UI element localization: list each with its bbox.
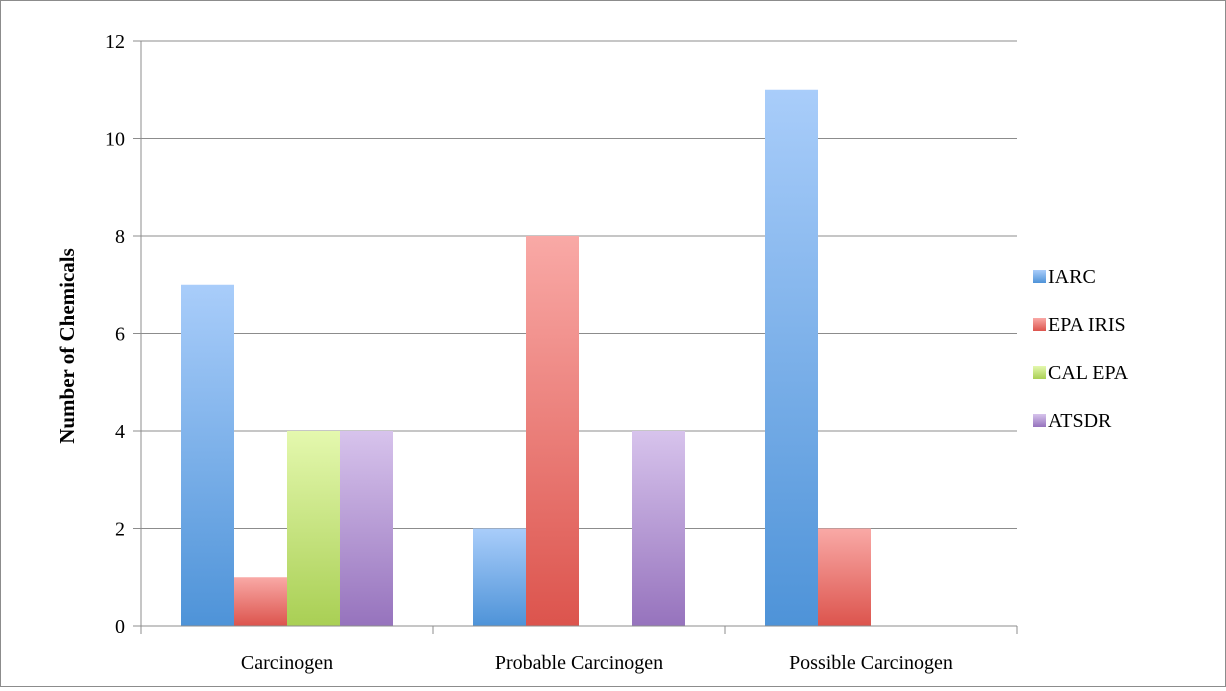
x-category-label: Carcinogen [241, 652, 333, 674]
bar-epa-iris-possible-carcinogen [818, 528, 871, 626]
legend-swatch-atsdr [1033, 414, 1046, 427]
x-category-label: Probable Carcinogen [495, 652, 663, 674]
legend-swatch-epa-iris [1033, 318, 1046, 331]
bar-epa-iris-probable-carcinogen [526, 236, 579, 626]
y-tick-label: 4 [115, 421, 125, 443]
y-tick-label: 0 [115, 616, 125, 638]
legend-label-atsdr: ATSDR [1048, 410, 1112, 432]
y-axis-label: Number of Chemicals [55, 248, 79, 444]
y-tick-label: 8 [115, 226, 125, 248]
y-tick-labels: 0 2 4 6 8 10 12 [105, 31, 125, 638]
legend: IARC EPA IRIS CAL EPA ATSDR [1033, 266, 1129, 432]
y-tick-label: 12 [105, 31, 125, 53]
bar-epa-iris-carcinogen [234, 577, 287, 626]
bar-iarc-possible-carcinogen [765, 89, 818, 626]
bar-atsdr-carcinogen [340, 431, 393, 626]
axes [133, 40, 1018, 634]
bar-atsdr-probable-carcinogen [632, 431, 685, 626]
legend-swatch-cal-epa [1033, 366, 1046, 379]
y-tick-label: 6 [115, 324, 125, 346]
bar-iarc-probable-carcinogen [473, 528, 526, 626]
bar-cal-epa-carcinogen [287, 431, 340, 626]
legend-label-iarc: IARC [1048, 266, 1096, 288]
y-tick-label: 2 [115, 519, 125, 541]
legend-label-cal-epa: CAL EPA [1048, 362, 1129, 384]
legend-label-epa-iris: EPA IRIS [1048, 314, 1126, 336]
x-category-label: Possible Carcinogen [789, 652, 953, 674]
bar-iarc-carcinogen [181, 284, 234, 626]
x-category-labels: Carcinogen Probable Carcinogen Possible Ca… [241, 652, 953, 674]
y-tick-label: 10 [105, 129, 125, 151]
bars [181, 89, 871, 626]
legend-swatch-iarc [1033, 270, 1046, 283]
